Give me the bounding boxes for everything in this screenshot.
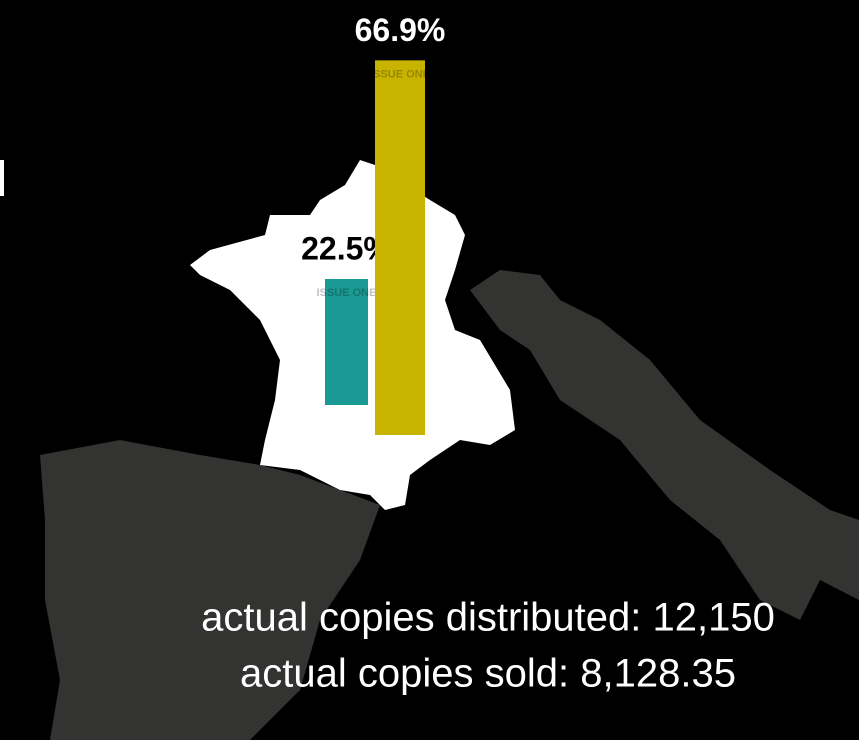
value-label: 66.9% xyxy=(355,12,446,48)
bar xyxy=(325,279,368,405)
sold-text: actual copies sold: 8,128.35 xyxy=(240,652,736,696)
edge-mark xyxy=(0,160,4,196)
distributed-text: actual copies distributed: 12,150 xyxy=(201,596,775,640)
spain-shape xyxy=(40,440,380,740)
italy-shape xyxy=(470,270,859,620)
bar-issue-text: ISSUE ONE xyxy=(317,287,377,299)
bar xyxy=(375,60,425,436)
bar-issue-text: ISSUE ONE xyxy=(370,68,430,80)
